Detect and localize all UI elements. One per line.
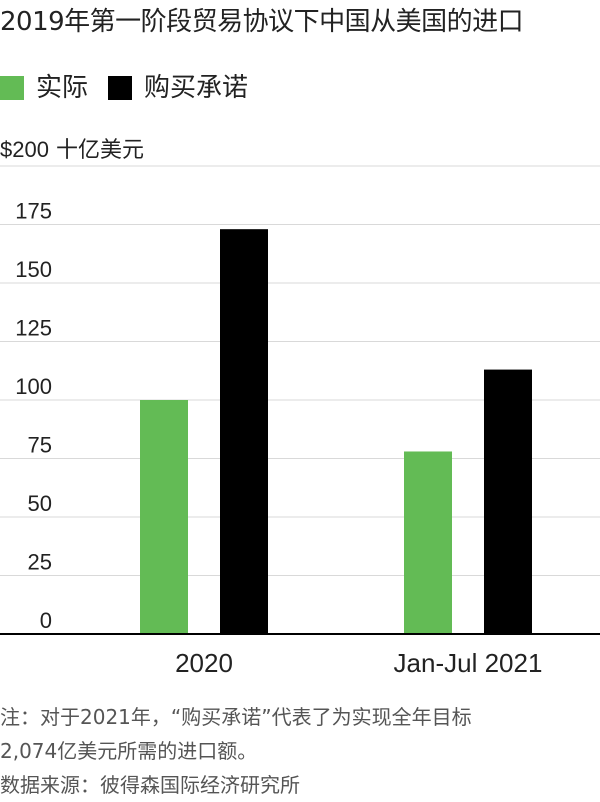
- chart-title: 2019年第一阶段贸易协议下中国从美国的进口: [0, 7, 524, 37]
- x-category-label: Jan-Jul 2021: [394, 648, 543, 678]
- legend-label-commitment: 购买承诺: [144, 73, 249, 103]
- bar-actual: [404, 451, 452, 634]
- legend-swatch-actual: [0, 76, 24, 100]
- y-axis-unit-label: $200 十亿美元: [0, 134, 144, 167]
- legend-item-actual: 实际: [0, 68, 88, 108]
- legend-swatch-commitment: [108, 76, 133, 100]
- legend-label-actual: 实际: [36, 73, 89, 103]
- y-tick-label: 0: [40, 608, 52, 633]
- y-tick-label: 75: [28, 433, 52, 458]
- y-axis-top-value: $200: [0, 137, 49, 162]
- y-tick-label: 50: [28, 491, 52, 516]
- y-tick-label: 100: [15, 374, 52, 399]
- bar-chart: 0 25 50 75 100 125 150 175 2020 Jan-Jul 2021: [0, 165, 600, 678]
- y-tick-label: 25: [28, 550, 52, 575]
- x-category-label: 2020: [175, 648, 233, 678]
- y-tick-label: 175: [15, 199, 52, 224]
- legend-item-commitment: 购买承诺: [108, 68, 248, 108]
- bar-commitment: [220, 229, 268, 634]
- bar-commitment: [484, 369, 532, 634]
- y-tick-label: 125: [15, 316, 52, 341]
- source-line: 数据来源：彼得森国际经济研究所: [0, 773, 300, 797]
- footnote: 注：对于2021年，“购买承诺”代表了为实现全年目标 2,074亿美元所需的进口…: [0, 700, 600, 802]
- legend: 实际 购买承诺: [0, 68, 268, 108]
- footnote-line-1: 注：对于2021年，“购买承诺”代表了为实现全年目标: [0, 705, 472, 729]
- footnote-line-2: 2,074亿美元所需的进口额。: [0, 739, 258, 763]
- bar-actual: [140, 400, 188, 634]
- y-axis-unit: 十亿美元: [48, 138, 144, 163]
- y-tick-label: 150: [15, 257, 52, 282]
